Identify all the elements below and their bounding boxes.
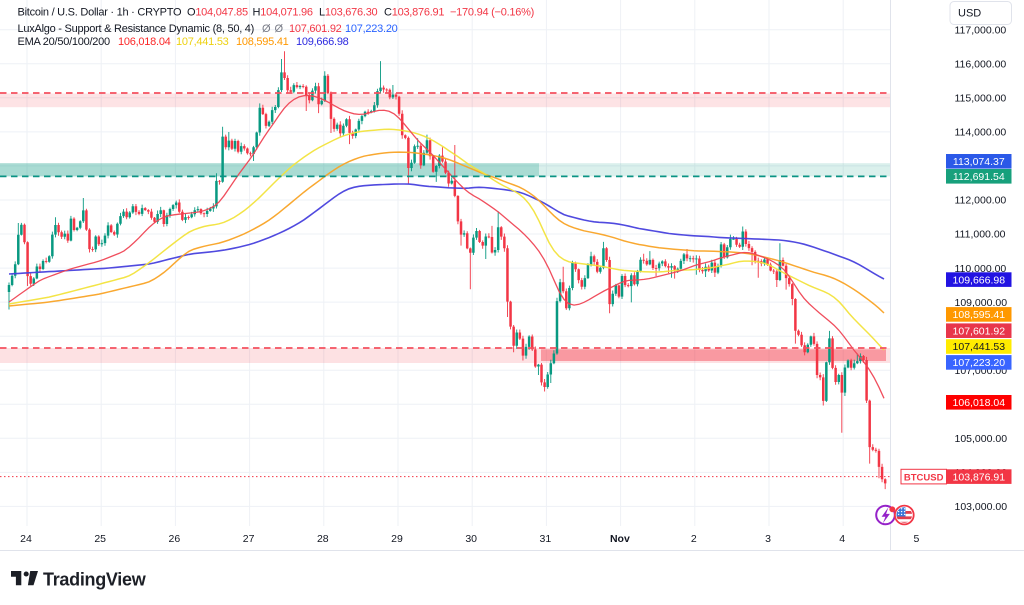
svg-text:117,000.00: 117,000.00 xyxy=(955,24,1007,36)
svg-text:107,601.92: 107,601.92 xyxy=(289,23,342,35)
svg-text:5: 5 xyxy=(913,533,919,545)
svg-text:−170.94 (−0.16%): −170.94 (−0.16%) xyxy=(450,7,534,19)
svg-text:112,000.00: 112,000.00 xyxy=(955,195,1007,207)
svg-text:106,018.04: 106,018.04 xyxy=(953,397,1006,409)
svg-text:BTCUSD: BTCUSD xyxy=(904,472,944,483)
svg-text:107,223.20: 107,223.20 xyxy=(345,23,398,35)
svg-text:115,000.00: 115,000.00 xyxy=(955,93,1007,105)
svg-text:2: 2 xyxy=(691,533,697,545)
svg-text:107,601.92: 107,601.92 xyxy=(953,325,1006,337)
svg-text:Bitcoin / U.S. Dollar · 1h · C: Bitcoin / U.S. Dollar · 1h · CRYPTO xyxy=(18,7,183,19)
svg-text:107,223.20: 107,223.20 xyxy=(953,357,1006,369)
svg-text:L103,676.30: L103,676.30 xyxy=(319,7,378,19)
svg-text:EMA 20/50/100/200: EMA 20/50/100/200 xyxy=(18,36,111,48)
svg-text:109,666.98: 109,666.98 xyxy=(953,274,1006,286)
svg-text:103,000.00: 103,000.00 xyxy=(955,501,1008,513)
svg-text:111,000.00: 111,000.00 xyxy=(955,229,1006,241)
svg-text:H104,071.96: H104,071.96 xyxy=(253,7,313,19)
svg-text:USD: USD xyxy=(958,8,981,20)
svg-text:C103,876.91: C103,876.91 xyxy=(384,7,444,19)
svg-text:30: 30 xyxy=(465,533,477,545)
svg-text:31: 31 xyxy=(540,533,552,545)
svg-text:108,595.41: 108,595.41 xyxy=(236,36,289,48)
svg-text:112,691.54: 112,691.54 xyxy=(953,171,1005,183)
svg-text:27: 27 xyxy=(243,533,255,545)
svg-text:29: 29 xyxy=(391,533,403,545)
svg-text:25: 25 xyxy=(94,533,106,545)
svg-text:105,000.00: 105,000.00 xyxy=(955,433,1008,445)
svg-text:109,666.98: 109,666.98 xyxy=(296,36,349,48)
svg-text:106,018.04: 106,018.04 xyxy=(118,36,171,48)
svg-text:109,000.00: 109,000.00 xyxy=(955,297,1008,309)
svg-text:114,000.00: 114,000.00 xyxy=(955,127,1007,139)
svg-text:3: 3 xyxy=(765,533,771,545)
svg-text:107,441.53: 107,441.53 xyxy=(176,36,229,48)
svg-text:110,000.00: 110,000.00 xyxy=(955,263,1007,275)
svg-text:Nov: Nov xyxy=(610,533,630,545)
svg-text:Ø: Ø xyxy=(275,23,284,35)
svg-text:108,595.41: 108,595.41 xyxy=(953,309,1006,321)
svg-text:O104,047.85: O104,047.85 xyxy=(187,7,248,19)
svg-text:116,000.00: 116,000.00 xyxy=(955,59,1007,71)
svg-text:26: 26 xyxy=(169,533,181,545)
svg-text:107,441.53: 107,441.53 xyxy=(953,341,1006,353)
svg-text:Ø: Ø xyxy=(262,23,271,35)
svg-text:24: 24 xyxy=(20,533,32,545)
svg-text:LuxAlgo - Support & Resistance: LuxAlgo - Support & Resistance Dynamic (… xyxy=(18,23,255,35)
svg-text:28: 28 xyxy=(317,533,329,545)
svg-text:TradingView: TradingView xyxy=(43,570,147,590)
svg-text:113,074.37: 113,074.37 xyxy=(953,156,1005,168)
svg-text:4: 4 xyxy=(839,533,845,545)
svg-text:103,876.91: 103,876.91 xyxy=(953,471,1006,483)
